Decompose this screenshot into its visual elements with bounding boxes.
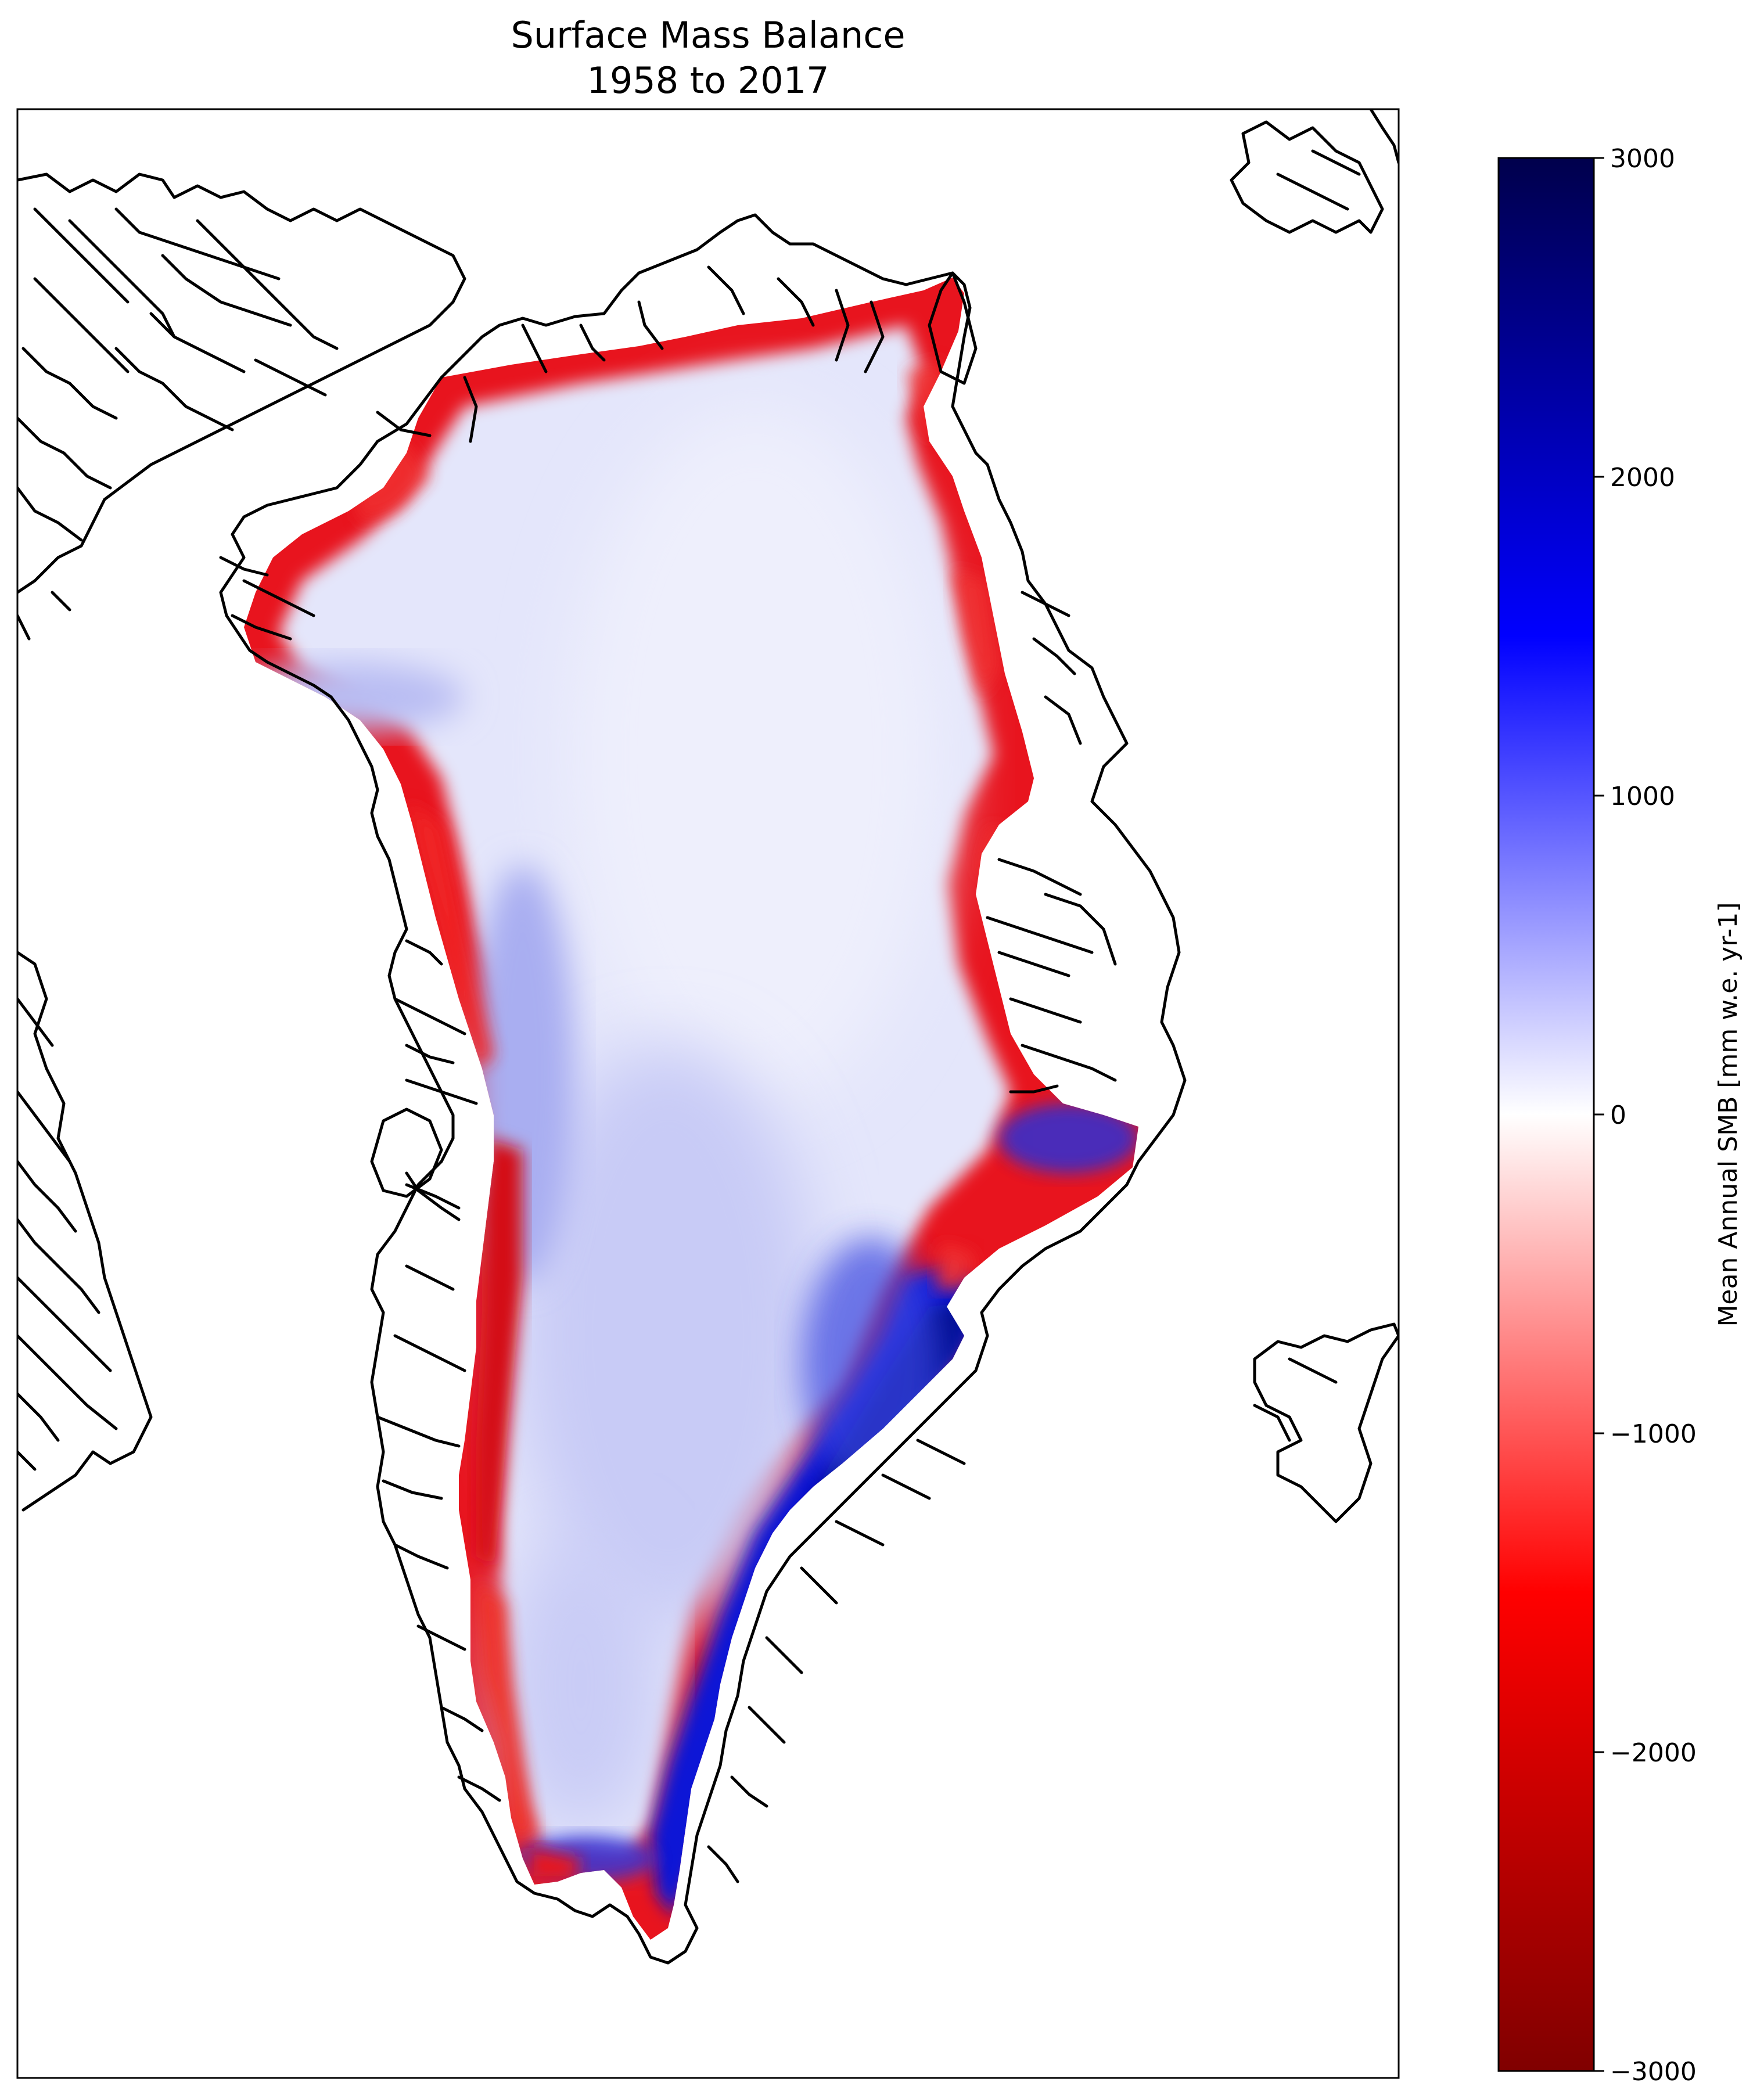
colorbar-tick-label: 0 — [1610, 1101, 1626, 1130]
colorbar: 3000 2000 1000 0 −1000 −2000 −3000 Mean Annual… — [1497, 144, 1743, 2087]
title-line-1: Surface Mass Balance — [511, 14, 906, 56]
colorbar-tick-label: 1000 — [1610, 782, 1675, 811]
colorbar-label: Mean Annual SMB [mm w.e. yr-1] — [1713, 902, 1743, 1326]
svalbard — [1230, 120, 1384, 234]
colorbar-tick-label: 3000 — [1610, 144, 1675, 174]
ellesmere-island — [17, 172, 466, 594]
iceland — [1253, 1322, 1399, 1523]
map-content — [17, 109, 1399, 1965]
disko-island — [370, 1107, 443, 1198]
baffin-island — [17, 951, 153, 1512]
map-axes — [16, 108, 1400, 2079]
title: Surface Mass Balance 1958 to 2017 — [511, 14, 906, 102]
ice-sheet-smb-field — [244, 278, 1138, 1940]
coastlines — [17, 109, 1399, 1965]
colorbar-tick-label: −1000 — [1610, 1419, 1697, 1449]
colorbar-gradient — [1499, 158, 1594, 2071]
colorbar-tick-label: 2000 — [1610, 463, 1675, 492]
colorbar-tick-label: −3000 — [1610, 2057, 1697, 2087]
map-frame — [16, 108, 1400, 2079]
colorbar-tick-label: −2000 — [1610, 1738, 1697, 1768]
colorbar-ticks: 3000 2000 1000 0 −1000 −2000 −3000 — [1594, 144, 1697, 2087]
title-line-2: 1958 to 2017 — [587, 59, 829, 102]
greenland-coastline — [219, 213, 1187, 1965]
